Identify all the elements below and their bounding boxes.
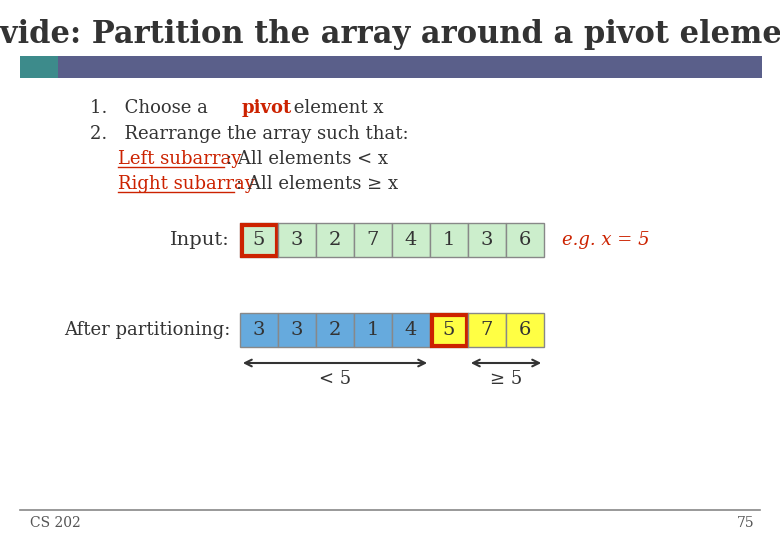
Text: 6: 6 <box>519 321 531 339</box>
Text: 3: 3 <box>480 231 493 249</box>
Bar <box>354 223 392 257</box>
Text: e.g. x = 5: e.g. x = 5 <box>562 231 650 249</box>
Bar <box>316 313 354 347</box>
Bar <box>392 223 430 257</box>
Text: 2: 2 <box>329 321 341 339</box>
Text: 5: 5 <box>443 321 456 339</box>
Text: 2.   Rearrange the array such that:: 2. Rearrange the array such that: <box>90 125 409 143</box>
Bar <box>240 223 278 257</box>
Text: 3: 3 <box>291 321 303 339</box>
Text: 6: 6 <box>519 231 531 249</box>
Bar <box>278 223 316 257</box>
Text: Left subarray: Left subarray <box>118 150 241 168</box>
Bar <box>316 223 354 257</box>
Text: Divide: Partition the array around a pivot element: Divide: Partition the array around a piv… <box>0 19 780 51</box>
Bar <box>278 313 316 347</box>
Text: 4: 4 <box>405 231 417 249</box>
Text: After partitioning:: After partitioning: <box>64 321 230 339</box>
Bar <box>431 314 466 346</box>
Text: 1.   Choose a: 1. Choose a <box>90 99 214 117</box>
Text: pivot: pivot <box>242 99 292 117</box>
Text: Input:: Input: <box>170 231 230 249</box>
Text: element x: element x <box>288 99 384 117</box>
Text: 2: 2 <box>329 231 341 249</box>
Text: 3: 3 <box>253 321 265 339</box>
Text: 75: 75 <box>737 516 755 530</box>
Text: 1: 1 <box>367 321 379 339</box>
Bar <box>468 313 506 347</box>
Text: 3: 3 <box>291 231 303 249</box>
Text: ≥ 5: ≥ 5 <box>490 370 522 388</box>
Text: : All elements < x: : All elements < x <box>226 150 388 168</box>
Bar <box>506 223 544 257</box>
Bar <box>430 313 468 347</box>
Text: 7: 7 <box>480 321 493 339</box>
Bar <box>392 313 430 347</box>
Text: < 5: < 5 <box>319 370 351 388</box>
Bar <box>506 313 544 347</box>
Text: 5: 5 <box>253 231 265 249</box>
Bar <box>240 313 278 347</box>
Bar <box>430 223 468 257</box>
Bar <box>20 56 58 78</box>
Text: Right subarray: Right subarray <box>118 175 255 193</box>
Text: CS 202: CS 202 <box>30 516 81 530</box>
Text: 4: 4 <box>405 321 417 339</box>
Bar <box>468 223 506 257</box>
Text: 1: 1 <box>443 231 456 249</box>
Text: 7: 7 <box>367 231 379 249</box>
Bar <box>242 225 276 255</box>
Bar <box>354 313 392 347</box>
Text: : All elements ≥ x: : All elements ≥ x <box>236 175 398 193</box>
Bar <box>58 56 762 78</box>
